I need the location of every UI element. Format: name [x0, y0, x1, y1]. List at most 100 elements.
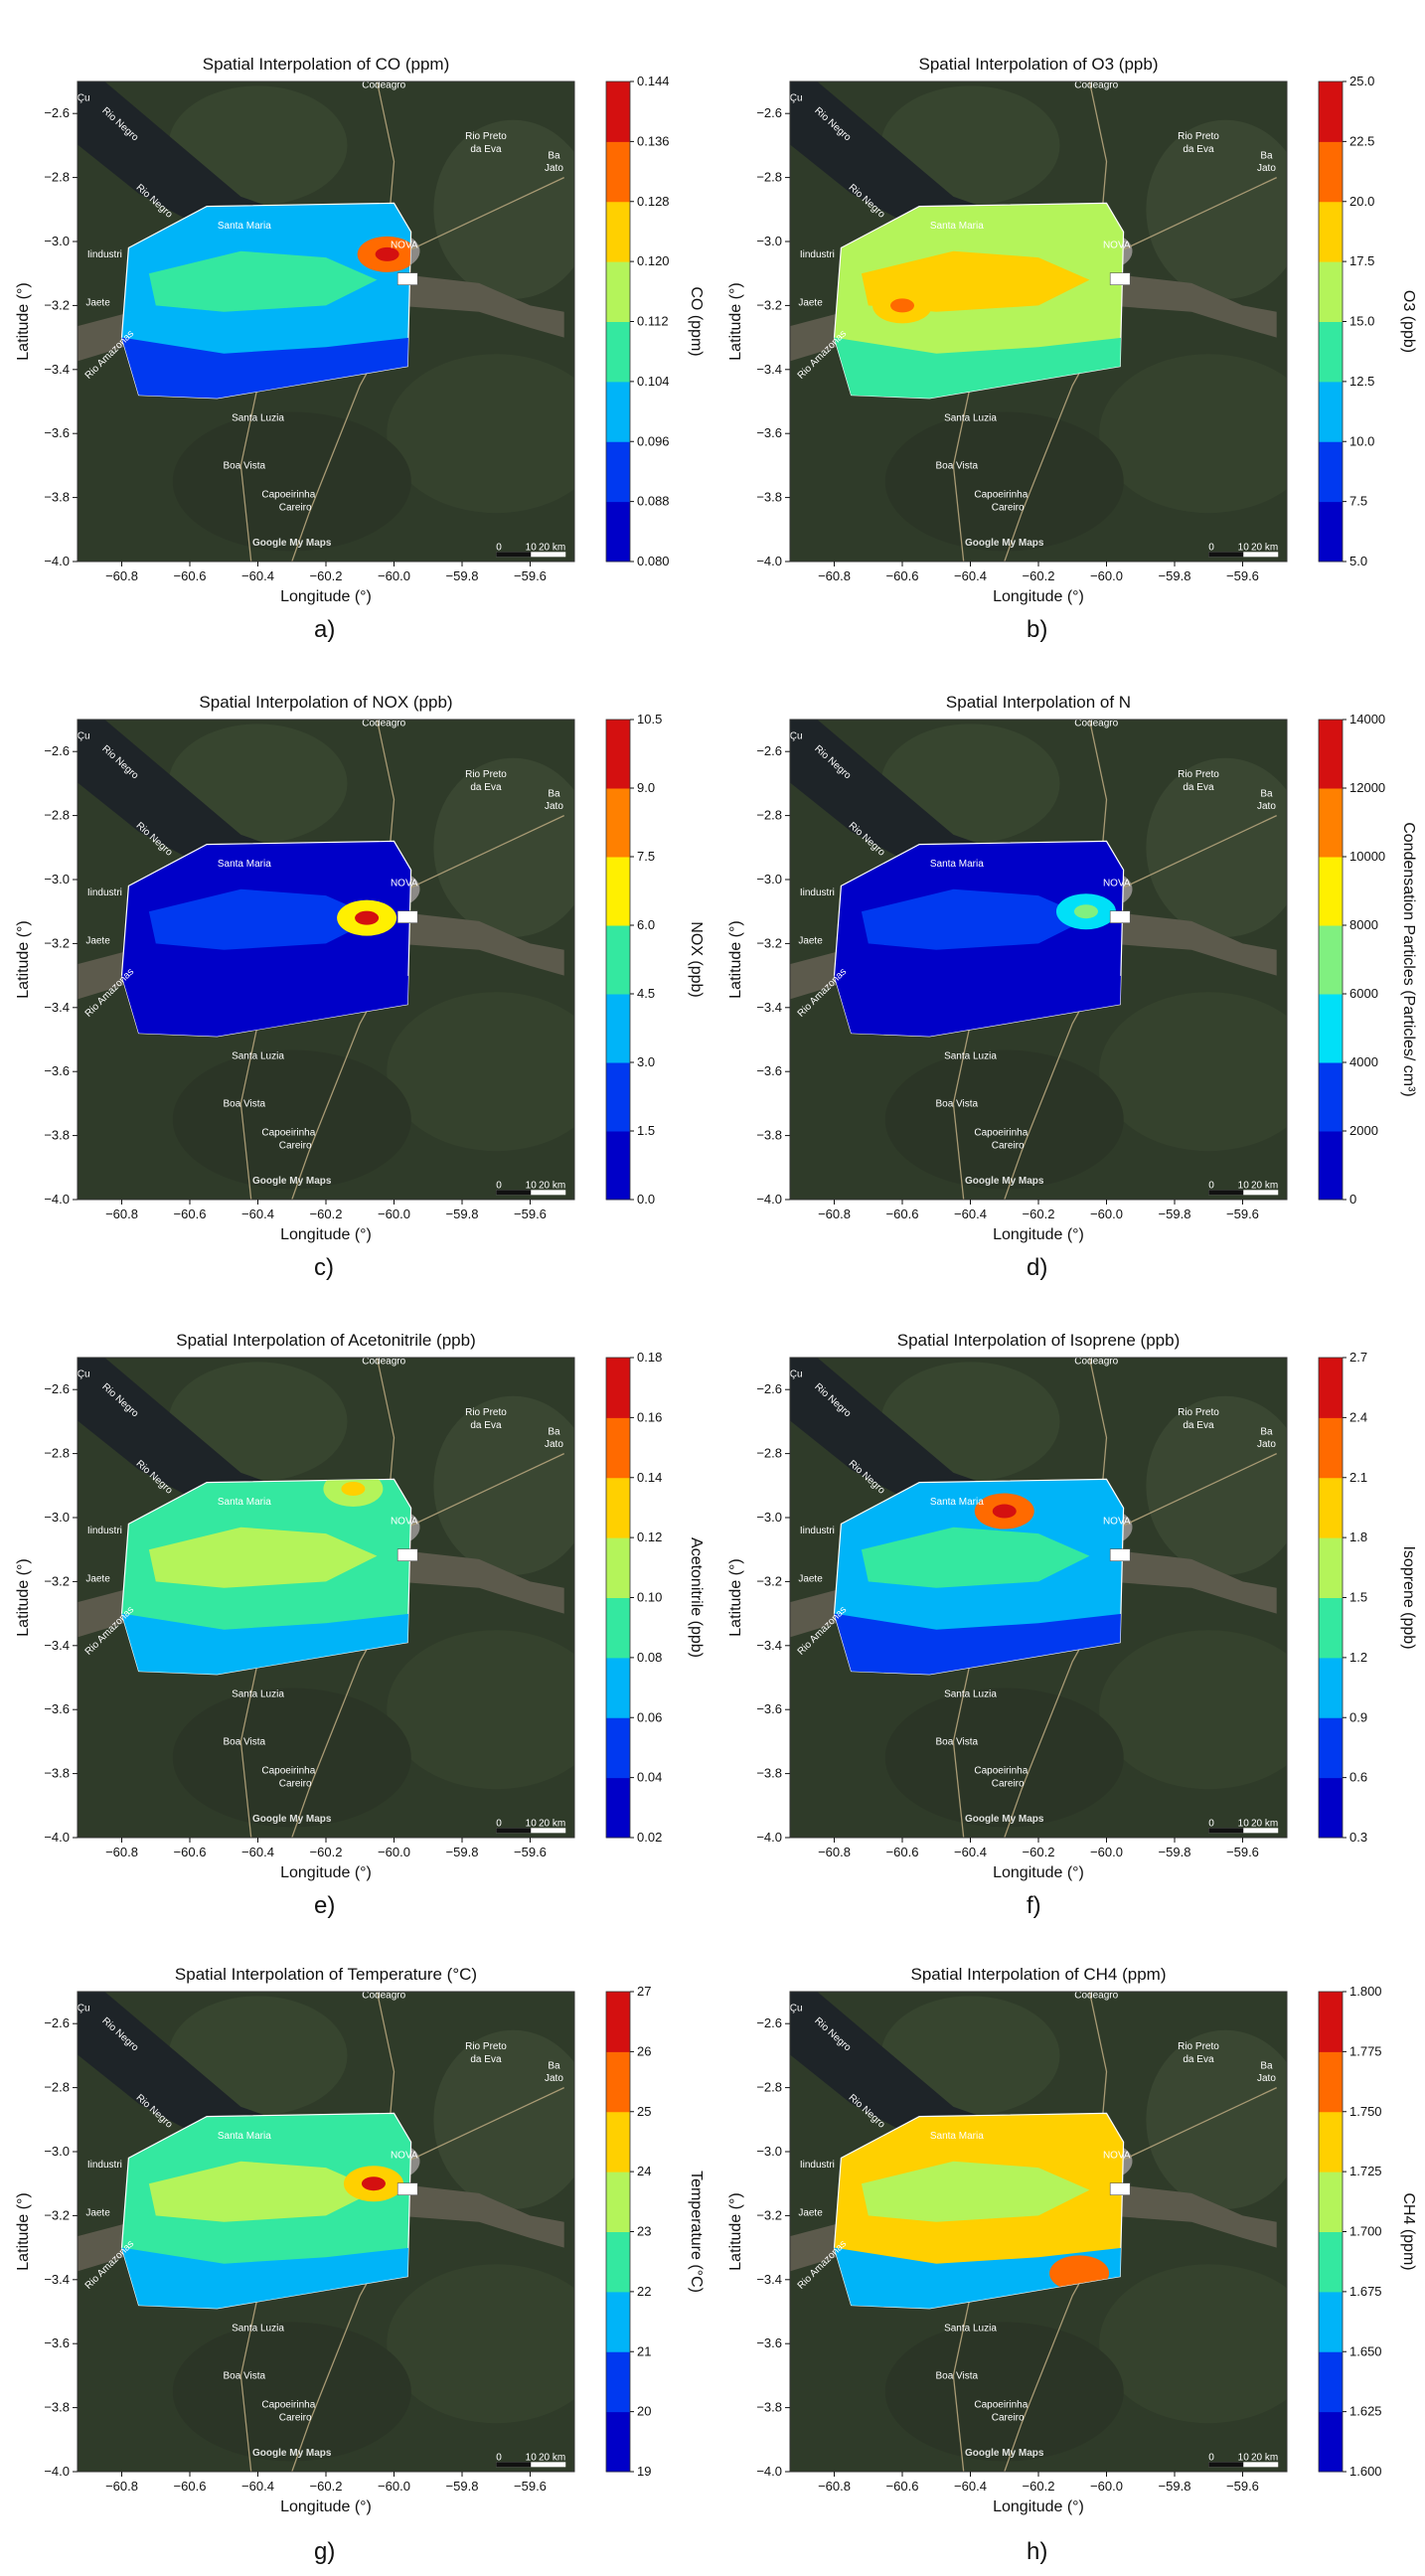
road-badge-label: 319 — [1112, 275, 1129, 286]
colorbar-tick-label: 24 — [637, 2164, 651, 2178]
place-label: Jaete — [85, 2207, 110, 2218]
y-tick-label: −3.8 — [756, 490, 782, 505]
scale-label: 10 — [1238, 2452, 1250, 2463]
scale-label: 20 km — [539, 542, 565, 553]
panel-letter: a) — [314, 616, 336, 643]
place-label: Boa Vista — [935, 461, 978, 472]
google-brand: Google My Maps — [965, 2448, 1044, 2459]
scale-label: 10 — [526, 2452, 538, 2463]
y-tick-label: −3.2 — [756, 935, 782, 950]
amazon-river — [78, 911, 564, 1000]
colorbar-tick-label: 1.8 — [1349, 1530, 1367, 1544]
colorbar-segment — [1319, 925, 1343, 995]
road-badge-label: 319 — [1112, 2185, 1129, 2196]
colorbar-tick-label: 10.0 — [1349, 433, 1374, 448]
place-label: Jato — [545, 163, 563, 174]
colorbar-segment — [1319, 1062, 1343, 1132]
place-label: Ba — [1260, 788, 1273, 799]
colorbar-tick-label: 0.6 — [1349, 1770, 1367, 1785]
map-panel: Spatial Interpolation of CO (ppm) Rio Neg… — [0, 30, 712, 666]
hotspot-core — [992, 1504, 1017, 1519]
x-tick-label: −60.4 — [954, 1207, 987, 1221]
road-badge — [1109, 2182, 1131, 2195]
place-label: Ba — [548, 2060, 560, 2071]
y-tick-label: −3.2 — [44, 1573, 70, 1588]
colorbar-tick-label: 0.18 — [637, 1350, 662, 1365]
place-label: Capoeirinha — [261, 2400, 315, 2411]
y-tick-label: −3.2 — [44, 935, 70, 950]
place-label: Jato — [1257, 801, 1276, 812]
terrain-patch — [433, 1395, 574, 1575]
colorbar-tick-label: 0.128 — [637, 194, 670, 209]
x-axis-label: Longitude (°) — [993, 2498, 1084, 2515]
x-tick-label: −59.6 — [1226, 1207, 1259, 1221]
scale-label: 20 km — [539, 1180, 565, 1191]
x-tick-label: −60.6 — [886, 1845, 919, 1859]
colorbar-segment — [1319, 1537, 1343, 1598]
x-tick-label: −60.2 — [1023, 1845, 1055, 1859]
place-label: Santa Luzia — [944, 412, 997, 423]
place-label: Careiro — [992, 1140, 1025, 1151]
road — [1106, 815, 1277, 896]
y-axis-label: Latitude (°) — [727, 282, 744, 360]
colorbar-tick-label: 20 — [637, 2404, 651, 2419]
scale-bar-segment — [496, 1190, 532, 1196]
hotspot-core — [361, 2176, 386, 2191]
mid-value-zone — [861, 1527, 1090, 1588]
place-label: Codeagro — [362, 1356, 405, 1367]
colorbar-tick-label: 0.14 — [637, 1470, 662, 1485]
x-tick-label: −59.6 — [514, 568, 547, 583]
place-label: Capoeirinha — [974, 1766, 1028, 1777]
y-tick-label: −2.6 — [44, 2015, 70, 2030]
colorbar-tick-label: 3.0 — [637, 1054, 655, 1069]
y-tick-label: −3.8 — [44, 2400, 70, 2415]
x-tick-label: −60.4 — [241, 2479, 274, 2494]
colorbar-segment — [606, 1358, 630, 1418]
scale-label: 20 km — [539, 1818, 565, 1829]
place-label: Santa Maria — [930, 221, 984, 232]
road-badge — [396, 910, 418, 923]
x-tick-label: −59.8 — [446, 1845, 479, 1859]
colorbar-segment — [606, 81, 630, 142]
road — [394, 177, 564, 258]
place-label: Boa Vista — [223, 461, 265, 472]
scale-bar-segment — [1208, 2462, 1244, 2468]
y-tick-label: −3.4 — [44, 362, 70, 377]
y-tick-label: −3.8 — [756, 1766, 782, 1781]
place-label: Codeagro — [362, 1990, 405, 2001]
x-tick-label: −60.8 — [818, 1207, 851, 1221]
x-tick-label: −60.4 — [954, 2479, 987, 2494]
plot-title: Spatial Interpolation of O3 (ppb) — [919, 55, 1159, 74]
colorbar-segment — [606, 1657, 630, 1718]
x-tick-label: −60.6 — [174, 568, 207, 583]
y-tick-label: −4.0 — [44, 1192, 70, 1207]
place-label: NOVA — [1103, 240, 1131, 250]
colorbar-segment — [1319, 1477, 1343, 1538]
colorbar-segment — [1319, 381, 1343, 442]
colorbar-tick-label: 0.12 — [637, 1530, 662, 1544]
road-badge — [1109, 272, 1131, 285]
terrain-patch — [172, 411, 411, 552]
x-tick-label: −59.6 — [1226, 2479, 1259, 2494]
x-tick-label: −60.4 — [241, 1845, 274, 1859]
road — [1106, 177, 1277, 258]
road-badge-label: 319 — [1112, 1551, 1129, 1562]
x-tick-label: −60.8 — [818, 568, 851, 583]
y-tick-label: −3.8 — [44, 1128, 70, 1143]
colorbar-tick-label: 0.02 — [637, 1830, 662, 1845]
y-tick-label: −3.2 — [44, 2207, 70, 2222]
colorbar-segment — [1319, 2051, 1343, 2113]
colorbar-segment — [606, 1717, 630, 1779]
x-tick-label: −59.8 — [446, 2479, 479, 2494]
y-tick-label: −4.0 — [44, 2464, 70, 2479]
interpolation-field — [833, 2112, 1125, 2310]
y-tick-label: −3.6 — [756, 425, 782, 440]
colorbar-tick-label: 0.08 — [637, 1650, 662, 1665]
y-tick-label: −2.6 — [44, 743, 70, 758]
x-tick-label: −60.0 — [1090, 2479, 1123, 2494]
place-label: aÇu — [784, 2003, 802, 2013]
y-tick-label: −3.4 — [756, 1000, 782, 1015]
x-axis-label: Longitude (°) — [280, 2498, 372, 2515]
hotspot-core — [890, 298, 915, 313]
